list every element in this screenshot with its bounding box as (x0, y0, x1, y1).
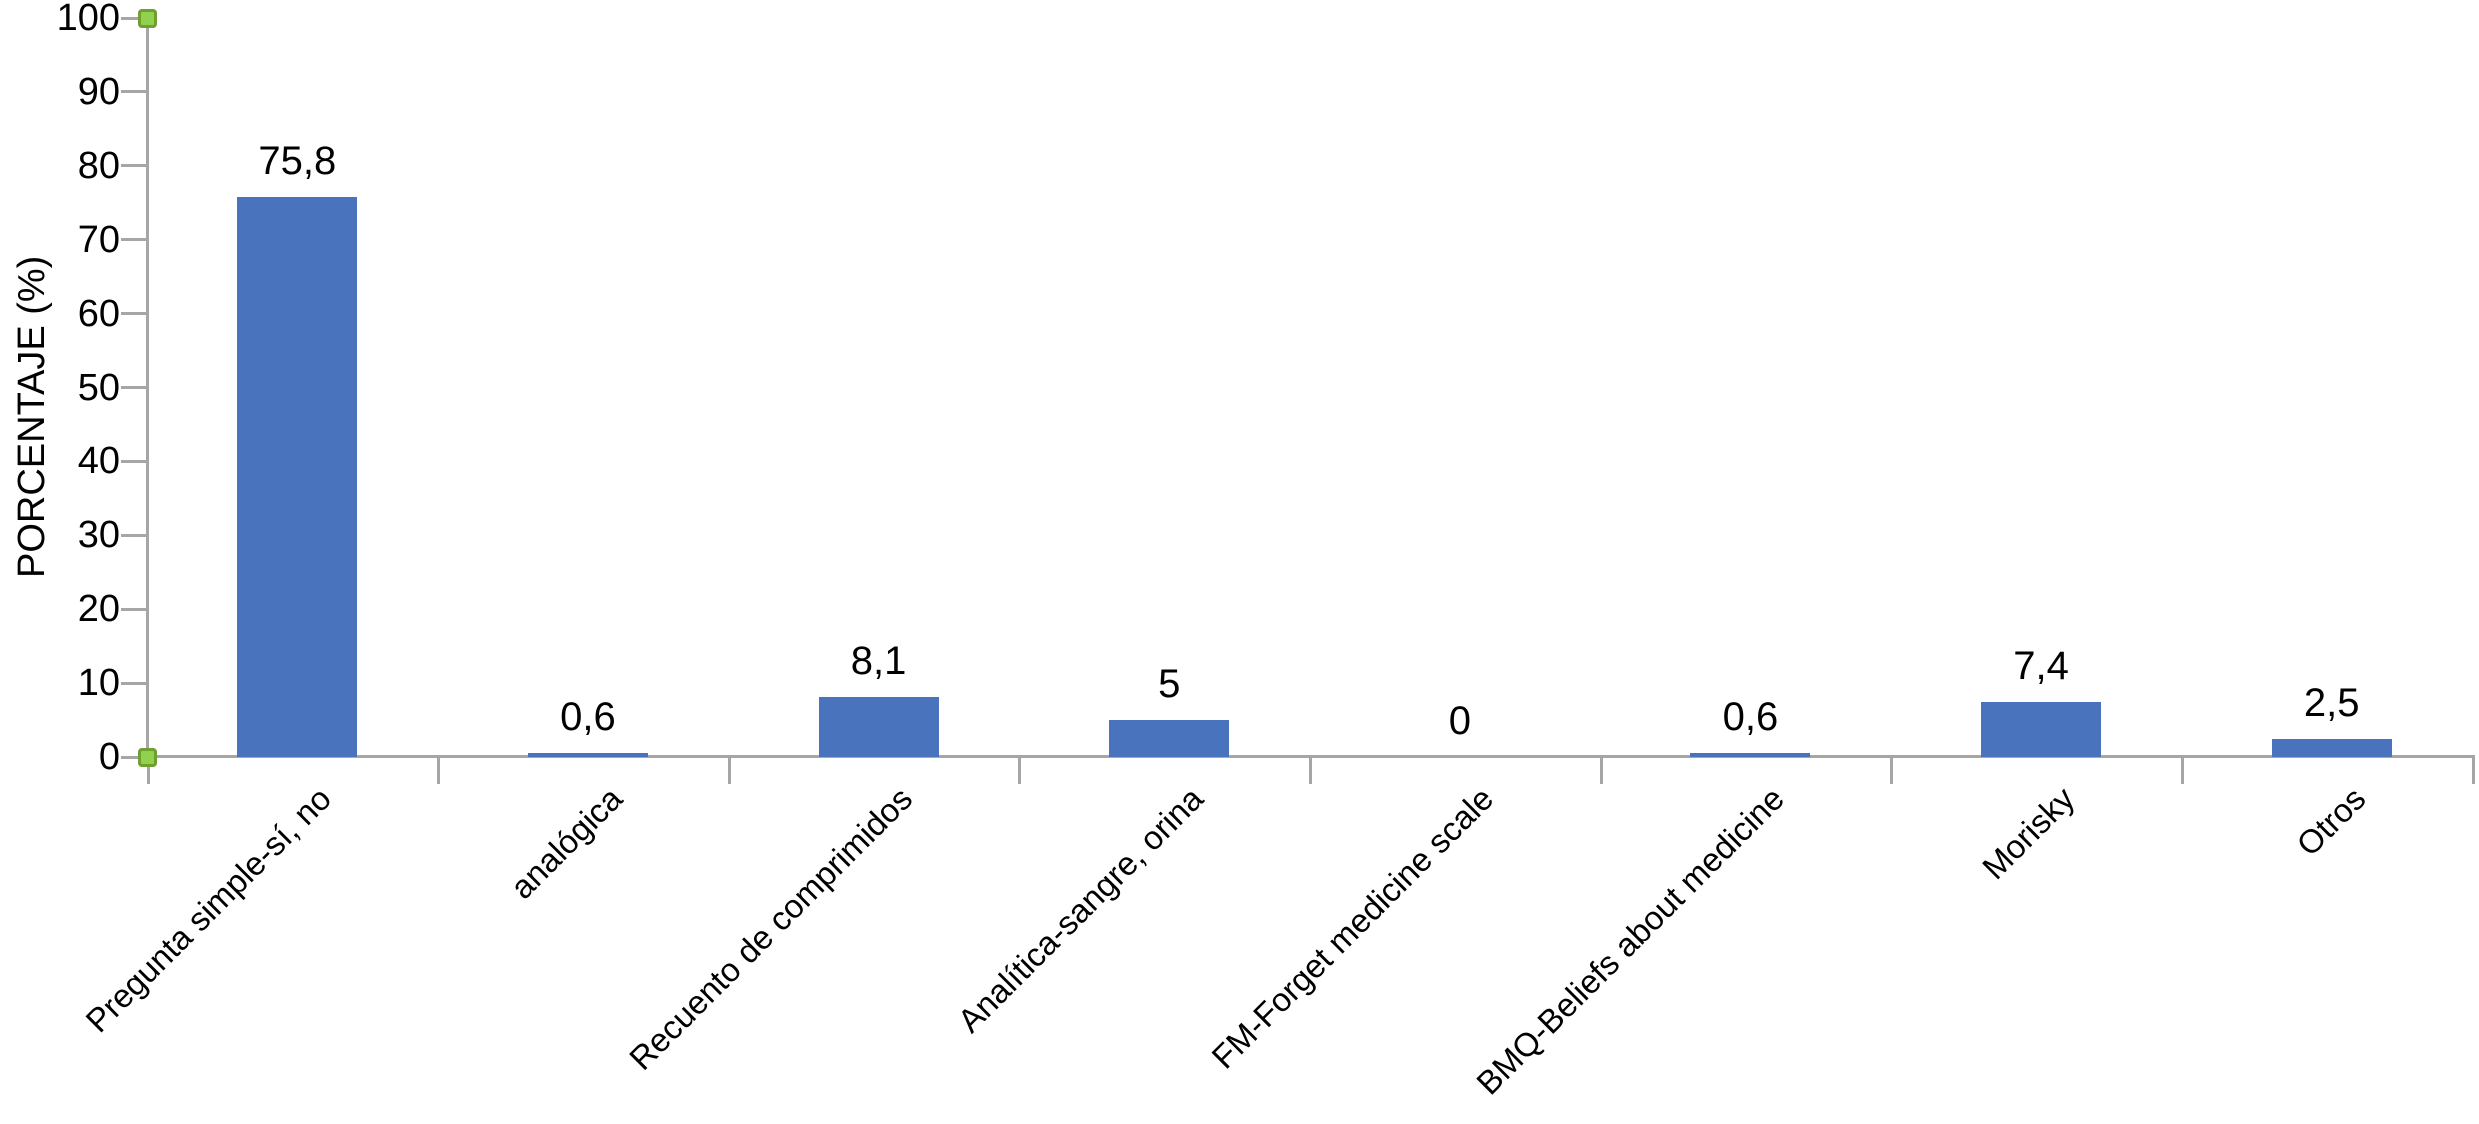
bar (527, 752, 648, 757)
y-tick-label: 40 (77, 440, 120, 483)
axis-endpoint-marker-origin (138, 748, 157, 767)
category-label: Morisky (1975, 779, 2082, 887)
category-label: Analítica-sangre, orina (950, 779, 1211, 1040)
bar (1109, 720, 1230, 757)
bar (237, 196, 358, 757)
y-tick-label: 30 (77, 514, 120, 557)
bar (818, 697, 939, 757)
y-tick-label: 60 (77, 292, 120, 335)
y-tick-mark (121, 533, 147, 537)
bar-value-label: 8,1 (850, 639, 907, 684)
y-tick-label: 90 (77, 70, 120, 113)
bar-value-label: 2,5 (2303, 680, 2360, 725)
category-label: analógica (502, 779, 629, 906)
bar-value-label: 7,4 (2013, 644, 2069, 689)
category-label: FM-Forget medicine scale (1204, 779, 1501, 1076)
y-tick-mark (121, 90, 147, 94)
x-tick-mark (437, 757, 441, 784)
y-axis-line (146, 18, 149, 758)
bar-value-label: 0 (1448, 699, 1471, 743)
y-tick-label: 10 (77, 662, 120, 705)
y-tick-label: 80 (77, 144, 120, 187)
y-tick-mark (121, 16, 147, 20)
y-tick-mark (121, 681, 147, 685)
y-tick-mark (121, 755, 147, 759)
y-tick-mark (121, 312, 147, 316)
category-label: Pregunta simple-sí, no (78, 779, 339, 1040)
x-tick-mark (2180, 757, 2184, 784)
bar-value-label: 0,6 (1722, 694, 1779, 739)
y-tick-mark (121, 386, 147, 389)
category-label: Otros (2289, 779, 2373, 863)
x-tick-mark (1018, 757, 1022, 784)
y-tick-label: 100 (56, 0, 120, 39)
x-tick-mark (1890, 757, 1894, 784)
y-tick-mark (121, 607, 147, 611)
y-tick-label: 70 (77, 218, 120, 261)
y-tick-mark (121, 459, 147, 463)
bar (2271, 738, 2392, 757)
bar-value-label: 0,6 (560, 694, 616, 739)
x-tick-mark (1599, 757, 1603, 784)
bar-value-label: 75,8 (258, 138, 337, 183)
bar-value-label: 5 (1158, 662, 1181, 707)
bar (1981, 702, 2102, 757)
x-tick-mark (1309, 757, 1312, 784)
x-tick-mark (727, 757, 731, 784)
x-tick-mark (146, 757, 150, 784)
y-tick-mark (121, 238, 147, 242)
y-tick-label: 50 (77, 366, 120, 409)
axis-endpoint-marker-top (138, 9, 157, 28)
category-label: Recuento de comprimidos (622, 779, 920, 1077)
category-label: BMQ-Beliefs about medicine (1469, 779, 1792, 1102)
y-tick-label: 0 (98, 736, 120, 778)
x-axis-line (146, 755, 2475, 758)
x-tick-mark (2471, 757, 2475, 784)
bar (1690, 752, 1811, 757)
y-tick-label: 20 (77, 588, 120, 631)
y-tick-mark (121, 164, 147, 168)
